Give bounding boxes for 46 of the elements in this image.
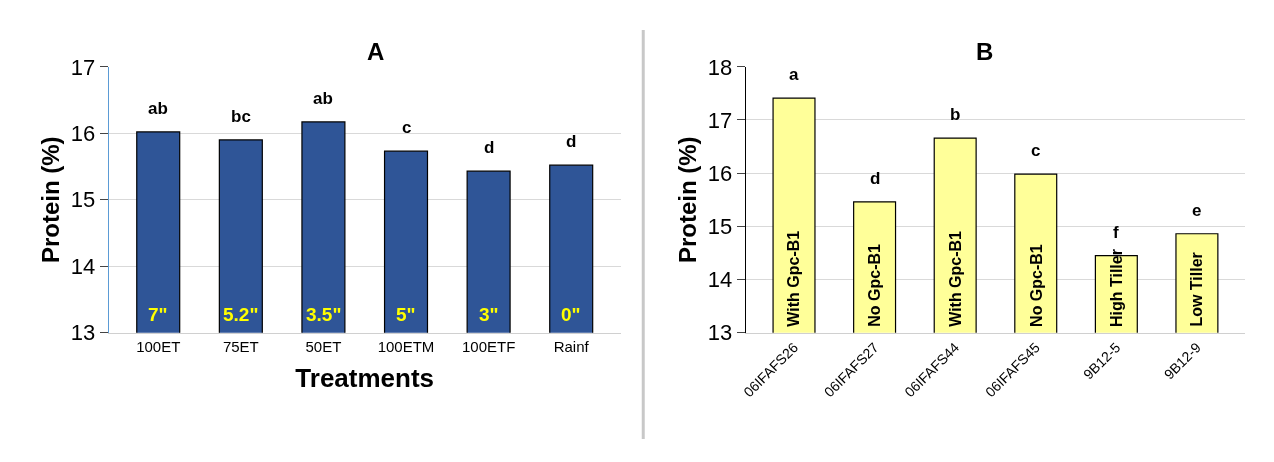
y-tick-label: 15 [70,187,96,213]
annotation: 7" [148,304,168,325]
annotation: c [1031,141,1041,160]
y-axis-title: Protein (%) [673,136,701,264]
annotation: ab [313,89,333,108]
annotation: Low Tiller [1188,252,1206,327]
annotation: a [789,65,799,84]
annotation: b [950,105,961,124]
annotation: f [1113,223,1119,242]
annotation: 5" [396,304,416,325]
x-tick-label: 50ET [305,337,342,355]
y-tick-label: 15 [707,214,733,240]
annotation: With Gpc-B1 [946,230,964,327]
y-tick-label: 14 [707,267,733,293]
x-tick-label: Rainf [553,337,590,355]
x-tick-label: 75ET [222,337,259,355]
annotation: High Tiller [1107,249,1125,327]
y-tick-label: 17 [70,54,96,80]
annotation: d [870,169,881,188]
annotation: c [402,118,412,137]
y-tick-label: 13 [70,320,96,346]
annotation: ab [148,99,168,118]
chart-title: A [367,38,385,65]
annotation: d [484,138,495,157]
annotation: d [566,132,577,151]
y-tick-label: 16 [707,160,733,186]
x-tick-label: 100ET [136,337,181,355]
annotation: With Gpc-B1 [785,230,803,327]
x-tick-label: 100ETM [377,337,435,355]
y-tick-label: 16 [70,120,96,146]
x-axis-title: Treatments [295,363,435,394]
annotation: 3.5" [306,304,342,325]
y-tick-label: 18 [707,54,733,80]
y-axis-title: Protein (%) [36,136,64,264]
annotation: 3" [479,304,499,325]
annotation: e [1192,201,1202,220]
y-tick-label: 13 [707,320,733,346]
y-tick-label: 17 [707,107,733,133]
annotation: bc [231,107,251,126]
x-tick-label: 100ETF [461,337,516,355]
chart-title: B [976,38,994,65]
y-tick-label: 14 [70,253,96,279]
annotation: 0" [561,304,581,325]
annotation: No Gpc-B1 [866,243,884,327]
annotation: No Gpc-B1 [1027,244,1045,327]
annotation: 5.2" [223,304,259,325]
